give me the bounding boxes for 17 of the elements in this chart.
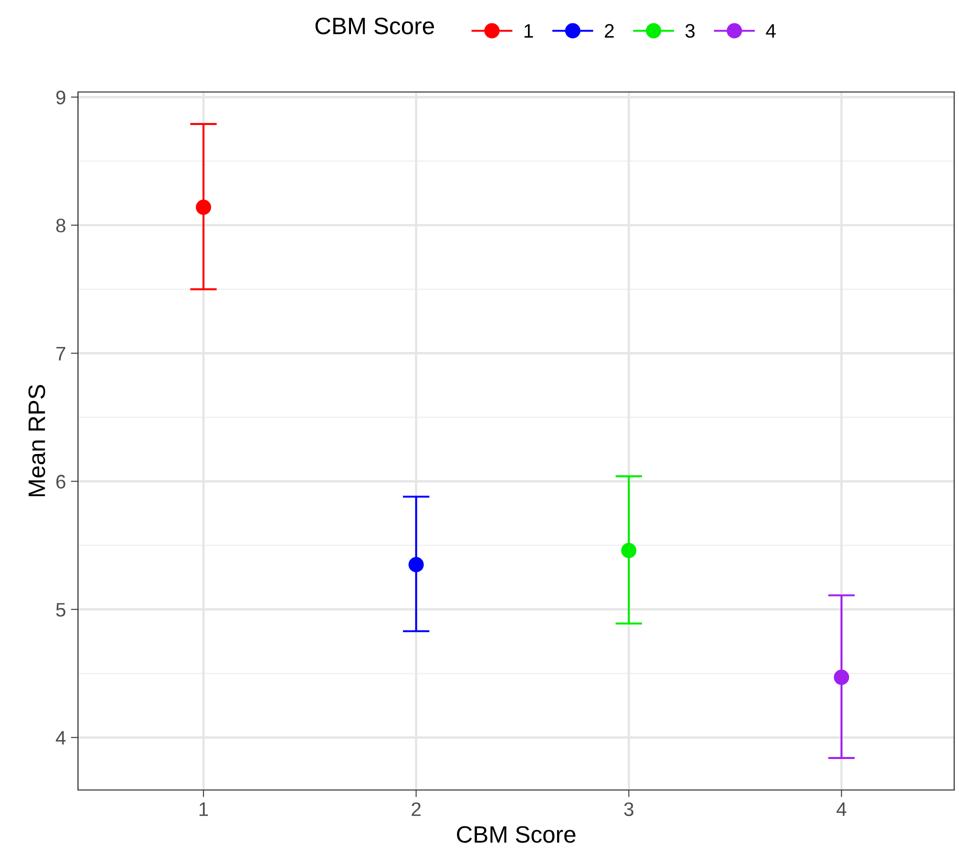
y-tick-label: 4 (56, 731, 66, 745)
legend-title: CBM Score (315, 18, 434, 34)
y-tick-label: 7 (56, 346, 66, 360)
legend-label: 2 (604, 24, 614, 38)
y-axis-title: Mean RPS (28, 384, 46, 496)
legend-label: 1 (524, 24, 533, 38)
legend-label: 3 (685, 24, 695, 38)
x-tick-label: 3 (624, 802, 634, 816)
y-tick-label: 9 (56, 90, 66, 104)
x-axis-title: CBM Score (456, 826, 576, 843)
legend-label: 4 (766, 24, 776, 38)
y-tick-label: 5 (56, 603, 66, 617)
y-tick-label: 8 (56, 218, 66, 232)
x-tick-label: 4 (836, 802, 846, 816)
y-tick-label: 6 (56, 474, 66, 489)
x-tick-label: 2 (412, 802, 421, 816)
x-tick-label: 1 (200, 802, 208, 816)
